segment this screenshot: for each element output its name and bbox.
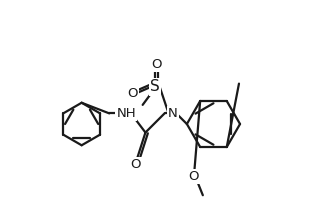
Text: NH: NH: [116, 107, 136, 120]
Text: N: N: [168, 107, 178, 120]
Text: O: O: [128, 87, 138, 100]
Text: O: O: [151, 58, 161, 71]
Text: O: O: [188, 170, 198, 183]
Text: O: O: [130, 158, 141, 171]
Text: S: S: [150, 79, 160, 94]
